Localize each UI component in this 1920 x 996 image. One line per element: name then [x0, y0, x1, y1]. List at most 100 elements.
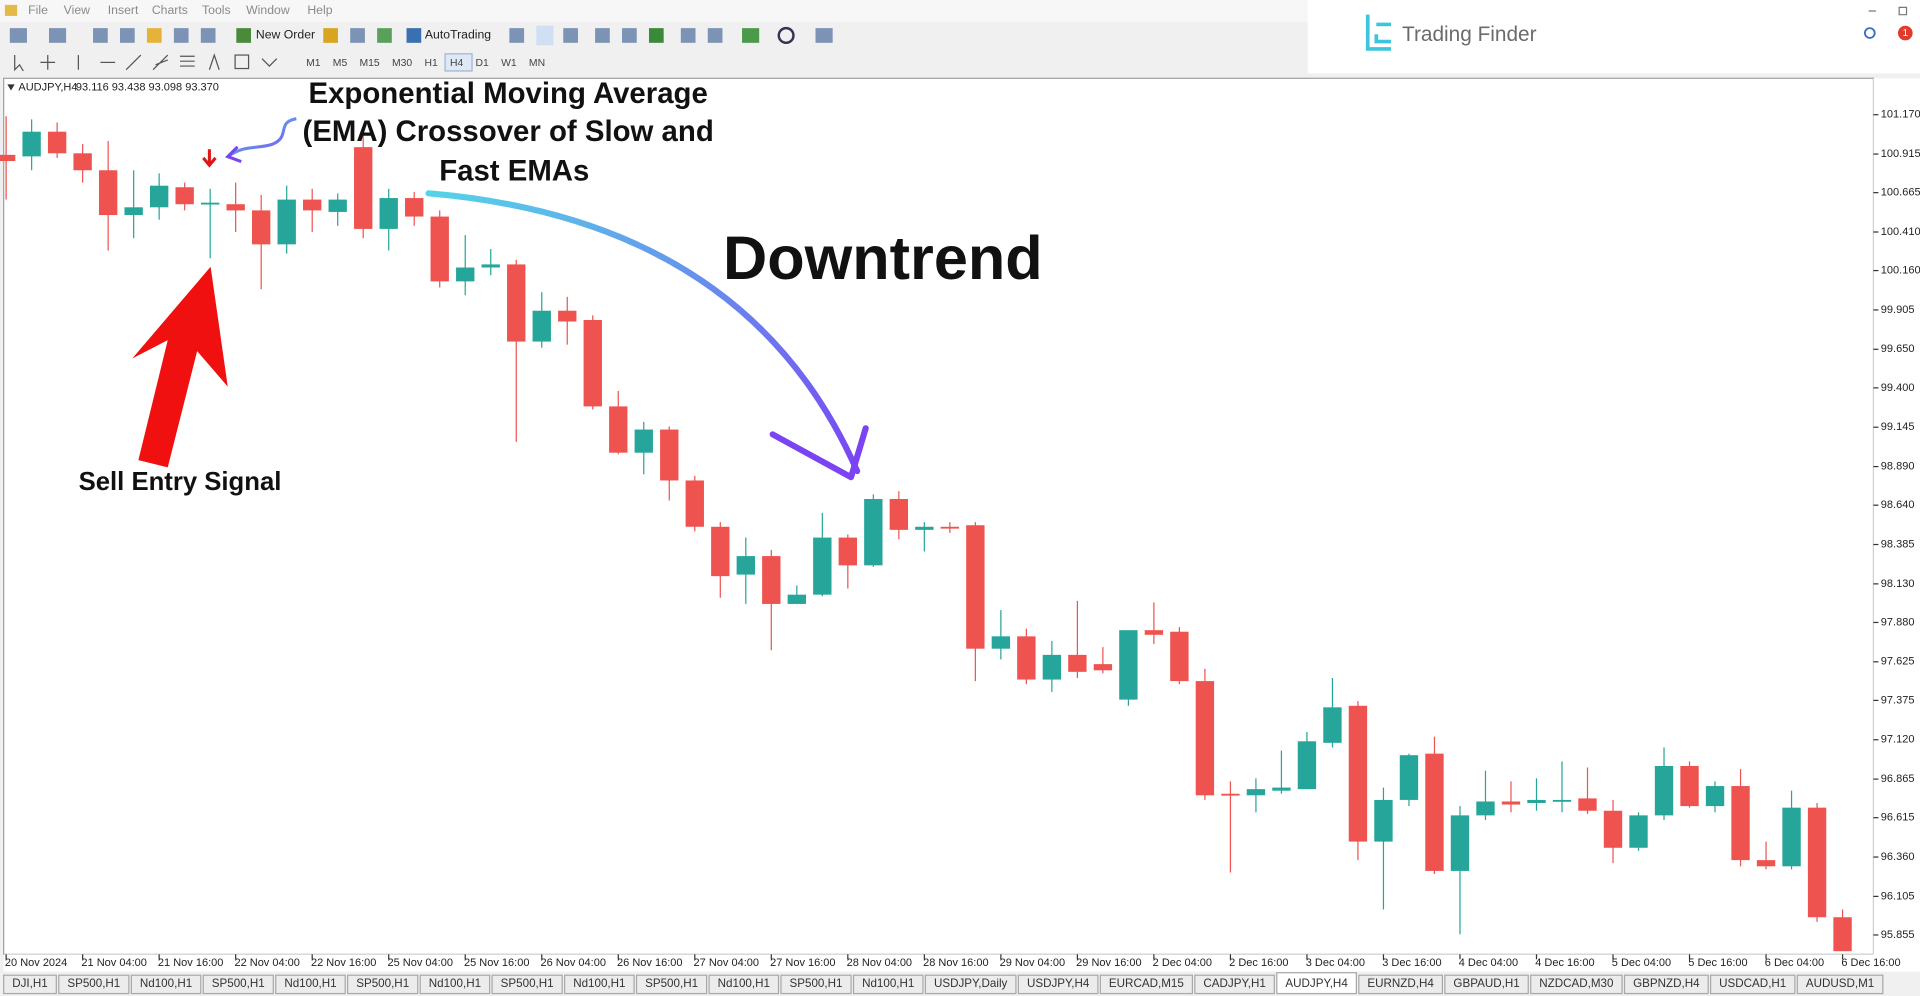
timeframe-button[interactable]: H1: [424, 58, 438, 69]
icon[interactable]: [125, 54, 142, 71]
timeframe-button[interactable]: H4: [450, 58, 464, 69]
timeframe-button[interactable]: MN: [529, 58, 545, 69]
icon[interactable]: [208, 53, 220, 70]
tab[interactable]: [1623, 974, 1709, 995]
tab-label[interactable]: SP500,H1: [501, 977, 554, 990]
tab-label[interactable]: CADJPY,H1: [1203, 977, 1265, 990]
tab[interactable]: [1796, 974, 1884, 995]
tab-label[interactable]: AUDJPY,H4: [1285, 977, 1348, 990]
tab-label[interactable]: USDJPY,Daily: [934, 977, 1008, 990]
timeframe-button[interactable]: M1: [306, 58, 321, 69]
tab[interactable]: [1276, 972, 1357, 995]
tab-label[interactable]: GBPNZD,H4: [1633, 977, 1700, 990]
tab-label[interactable]: SP500,H1: [790, 977, 843, 990]
menu-item[interactable]: Window: [246, 3, 290, 17]
icon[interactable]: [173, 28, 189, 43]
icon[interactable]: [236, 28, 252, 43]
icon[interactable]: [14, 55, 24, 72]
icon[interactable]: [406, 28, 422, 43]
icon[interactable]: [120, 28, 135, 43]
icon[interactable]: [509, 28, 525, 43]
icon[interactable]: [9, 28, 27, 43]
timeframe-button[interactable]: M15: [359, 58, 379, 69]
tab-label[interactable]: Nd100,H1: [429, 977, 481, 990]
tab[interactable]: [780, 974, 852, 995]
tab-label[interactable]: Nd100,H1: [573, 977, 625, 990]
icon[interactable]: [563, 28, 578, 43]
search-icon[interactable]: [1863, 27, 1876, 39]
icon[interactable]: [536, 25, 554, 46]
tab[interactable]: [1444, 974, 1529, 995]
tab[interactable]: [130, 974, 202, 995]
icon[interactable]: [48, 28, 67, 43]
tab-label[interactable]: Nd100,H1: [862, 977, 914, 990]
tab[interactable]: [202, 974, 274, 995]
tab[interactable]: [1358, 974, 1444, 995]
tab[interactable]: [564, 974, 635, 995]
tab[interactable]: [419, 974, 491, 995]
tab[interactable]: [635, 974, 708, 995]
tab-label[interactable]: SP500,H1: [645, 977, 698, 990]
tab-label[interactable]: SP500,H1: [212, 977, 265, 990]
tab-label[interactable]: USDJPY,H4: [1027, 977, 1090, 990]
menu-item[interactable]: File: [28, 3, 48, 17]
auto-trading-button[interactable]: AutoTrading: [425, 28, 491, 42]
timeframe-button[interactable]: M5: [333, 58, 348, 69]
icon[interactable]: [707, 28, 723, 43]
icon[interactable]: [180, 55, 195, 67]
tab-label[interactable]: Nd100,H1: [140, 977, 192, 990]
icon[interactable]: [261, 58, 278, 67]
notification-badge[interactable]: [1897, 25, 1913, 41]
menu-item[interactable]: Charts: [152, 3, 188, 17]
tab-label[interactable]: DJI,H1: [12, 977, 47, 990]
timeframe-button[interactable]: D1: [476, 58, 490, 69]
tab[interactable]: [852, 974, 924, 995]
icon[interactable]: [742, 28, 760, 43]
tab[interactable]: [3, 974, 57, 995]
tab-label[interactable]: SP500,H1: [67, 977, 120, 990]
tab[interactable]: [924, 974, 1017, 995]
icon[interactable]: [350, 28, 365, 43]
icon[interactable]: [93, 28, 108, 43]
tab[interactable]: [1709, 974, 1796, 995]
tab-label[interactable]: USDCAD,H1: [1719, 977, 1786, 990]
tab[interactable]: [1099, 974, 1193, 995]
icon[interactable]: [152, 54, 169, 71]
icon[interactable]: [595, 28, 610, 43]
tab-label[interactable]: EURCAD,M15: [1109, 977, 1184, 990]
new-order-button[interactable]: New Order: [256, 28, 315, 42]
tab-label[interactable]: GBPAUD,H1: [1453, 977, 1519, 990]
tab[interactable]: [708, 974, 780, 995]
timeframe-button[interactable]: M30: [392, 58, 412, 69]
icon[interactable]: [777, 26, 795, 45]
tab[interactable]: [1017, 974, 1099, 995]
tab-label[interactable]: Nd100,H1: [284, 977, 336, 990]
menu-item[interactable]: View: [64, 3, 90, 17]
icon[interactable]: [40, 55, 56, 70]
tab-label[interactable]: AUDUSD,M1: [1806, 977, 1874, 990]
tab[interactable]: [1194, 974, 1275, 995]
icon[interactable]: [323, 28, 338, 43]
menu-item[interactable]: Tools: [202, 3, 231, 17]
tab-label[interactable]: NZDCAD,M30: [1539, 977, 1613, 990]
tab-label[interactable]: Nd100,H1: [718, 977, 770, 990]
tab-label[interactable]: SP500,H1: [356, 977, 409, 990]
icon[interactable]: [200, 28, 216, 43]
icon[interactable]: [146, 28, 162, 43]
menu-item[interactable]: Insert: [108, 3, 139, 17]
icon[interactable]: [648, 28, 664, 43]
timeframe-button[interactable]: W1: [501, 58, 517, 69]
icon[interactable]: [377, 28, 392, 43]
icon[interactable]: [234, 54, 250, 70]
tab[interactable]: [58, 974, 130, 995]
tab[interactable]: [1530, 974, 1623, 995]
icon[interactable]: [815, 28, 833, 43]
tab[interactable]: [347, 974, 419, 995]
tab[interactable]: [275, 974, 346, 995]
window-controls[interactable]: [1868, 6, 1908, 16]
tab-label[interactable]: EURNZD,H4: [1367, 977, 1434, 990]
menu-item[interactable]: Help: [307, 3, 332, 17]
icon[interactable]: [680, 28, 696, 43]
icon[interactable]: [622, 28, 637, 43]
tab[interactable]: [491, 974, 563, 995]
